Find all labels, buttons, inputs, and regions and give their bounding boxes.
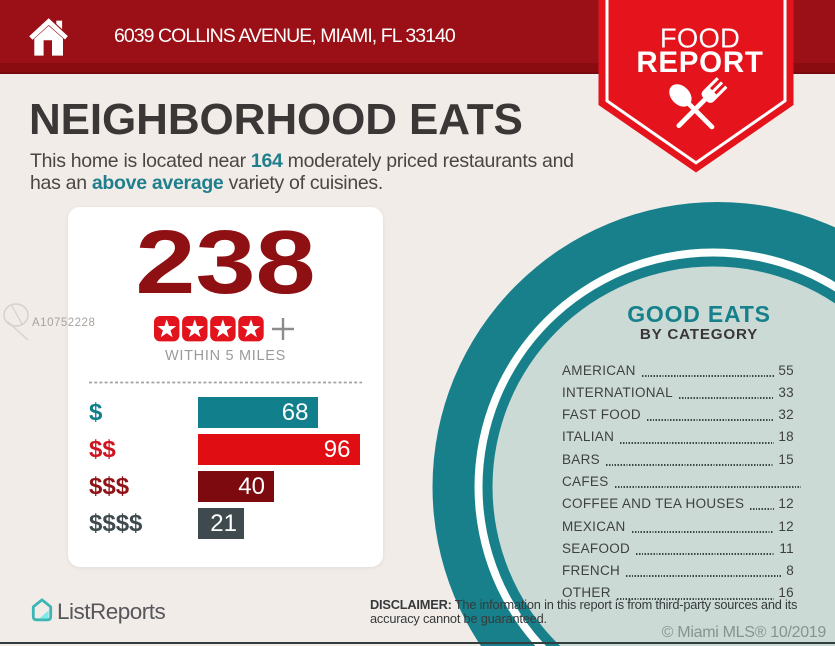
svg-text:FOOD: FOOD — [659, 23, 739, 54]
svg-text:REPORT: REPORT — [636, 46, 763, 79]
